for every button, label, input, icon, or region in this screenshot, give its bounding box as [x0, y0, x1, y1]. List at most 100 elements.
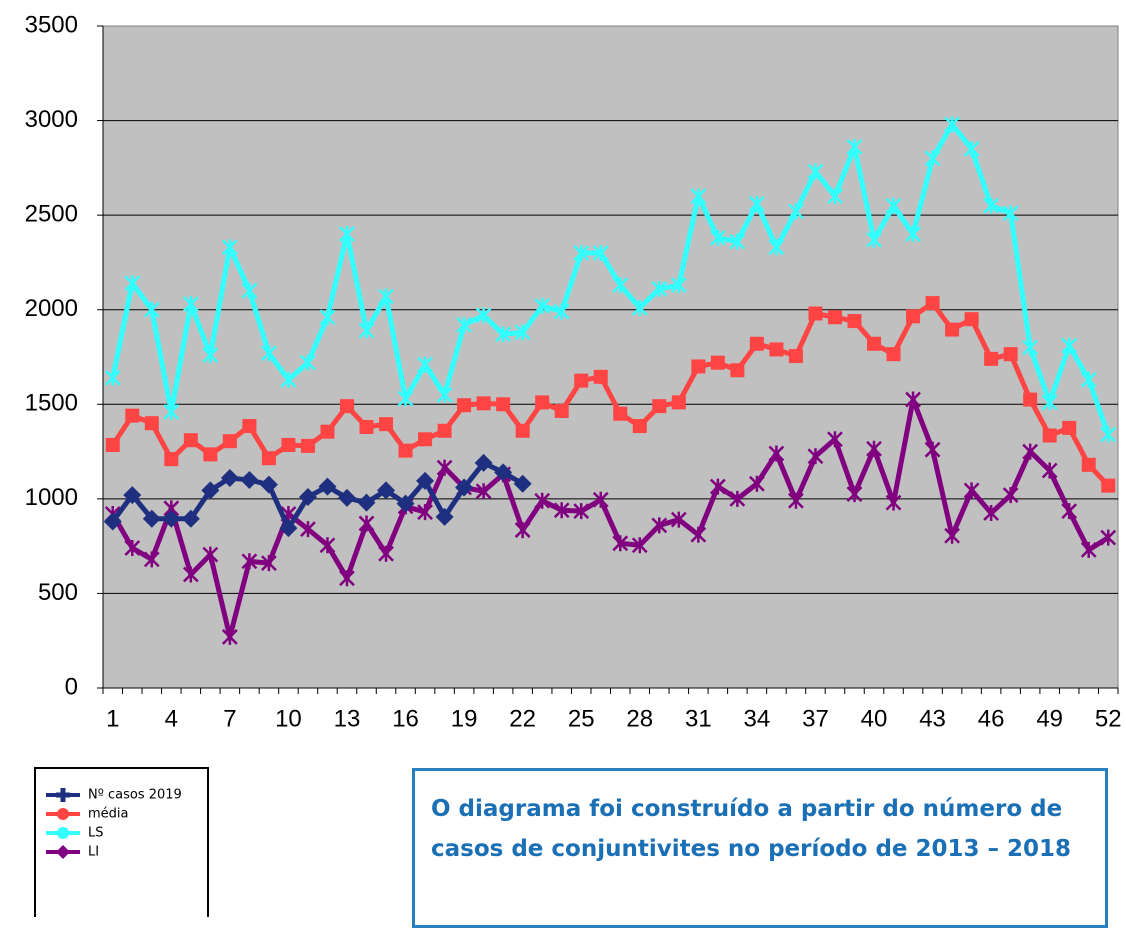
x-tick-label: 4 — [165, 705, 178, 732]
marker — [1061, 337, 1078, 354]
marker — [515, 423, 530, 438]
marker — [124, 275, 141, 292]
marker — [279, 519, 298, 538]
legend-label: média — [88, 807, 129, 822]
marker — [397, 390, 414, 407]
x-tick-label: 22 — [509, 705, 536, 732]
legend-marker — [57, 827, 69, 839]
x-tick-label: 34 — [744, 705, 771, 732]
legend-label: Nº casos 2019 — [88, 788, 182, 803]
marker — [729, 233, 746, 250]
marker — [749, 336, 764, 351]
marker — [162, 509, 181, 528]
marker — [866, 231, 882, 248]
marker — [651, 280, 668, 297]
marker — [709, 478, 726, 495]
marker — [183, 433, 198, 448]
legend-marker — [56, 845, 70, 859]
marker — [436, 459, 453, 476]
marker — [690, 188, 707, 205]
marker — [357, 493, 376, 512]
marker — [827, 431, 843, 448]
marker — [573, 244, 590, 261]
marker — [690, 526, 707, 543]
marker — [300, 438, 315, 453]
legend-label: LS — [88, 826, 104, 841]
marker — [418, 432, 433, 447]
marker — [1023, 392, 1038, 407]
marker — [1022, 339, 1039, 356]
marker — [513, 474, 532, 493]
marker — [125, 408, 140, 423]
marker — [1042, 428, 1057, 443]
marker — [259, 475, 278, 494]
marker — [768, 239, 785, 256]
x-tick-label: 7 — [223, 705, 236, 732]
marker — [221, 239, 238, 256]
marker — [827, 188, 843, 205]
marker — [749, 195, 765, 212]
marker — [612, 277, 629, 294]
marker — [944, 116, 960, 133]
marker — [457, 398, 472, 413]
marker — [241, 553, 258, 570]
x-tick-label: 31 — [685, 705, 712, 732]
marker — [202, 546, 219, 563]
marker — [339, 226, 355, 243]
marker — [535, 395, 550, 410]
marker — [1003, 347, 1018, 362]
marker — [983, 505, 1000, 522]
marker — [553, 502, 570, 519]
marker — [652, 399, 667, 414]
marker — [651, 517, 668, 534]
marker — [358, 322, 375, 339]
marker — [163, 403, 180, 420]
marker — [671, 395, 686, 410]
marker — [807, 448, 824, 465]
marker — [261, 345, 277, 362]
marker — [143, 551, 160, 568]
marker — [164, 452, 179, 467]
y-tick-label: 2000 — [25, 295, 78, 322]
marker — [300, 521, 316, 538]
marker — [964, 312, 979, 327]
marker — [574, 373, 589, 388]
marker — [1062, 420, 1077, 435]
marker — [847, 314, 862, 329]
marker — [455, 478, 474, 497]
marker — [827, 310, 842, 325]
marker — [534, 297, 551, 314]
marker — [1041, 394, 1058, 411]
marker — [475, 307, 492, 324]
marker — [691, 359, 706, 374]
marker — [710, 355, 725, 370]
marker — [1002, 205, 1019, 222]
marker — [337, 488, 356, 507]
marker — [240, 470, 259, 489]
marker — [984, 351, 999, 366]
marker — [319, 309, 336, 326]
marker — [436, 386, 453, 403]
marker — [514, 324, 531, 341]
legend-label: LI — [88, 845, 99, 860]
marker — [788, 492, 804, 509]
marker — [885, 197, 902, 214]
marker — [768, 445, 785, 462]
series-line — [110, 121, 1111, 436]
marker — [1080, 541, 1097, 558]
marker — [553, 303, 570, 320]
marker — [242, 419, 257, 434]
marker — [592, 244, 609, 261]
marker — [358, 515, 375, 532]
marker — [769, 342, 784, 357]
marker — [983, 197, 1000, 214]
marker — [807, 163, 824, 180]
marker — [379, 417, 394, 432]
marker — [378, 288, 394, 305]
series-line — [110, 300, 1111, 488]
marker — [1041, 462, 1058, 479]
marker — [182, 566, 199, 583]
y-tick-label: 500 — [38, 579, 78, 606]
